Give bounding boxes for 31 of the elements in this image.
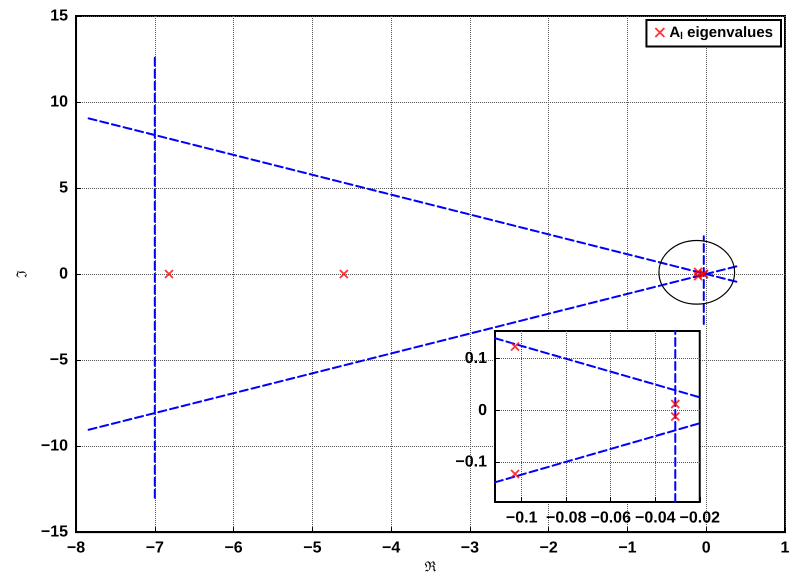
point — [510, 469, 520, 479]
y-tick-label: −5 — [50, 352, 68, 369]
x-tick-label: −0.02 — [680, 510, 720, 526]
x-tick-label: −0.06 — [590, 510, 632, 526]
x-tick-label: −6 — [224, 540, 243, 557]
y-tick-label: 0.1 — [464, 350, 488, 367]
x-tick-label: −7 — [146, 540, 164, 557]
x-tick-label: 1 — [780, 540, 790, 557]
point — [670, 412, 680, 422]
x-tick-label: −0.04 — [635, 510, 676, 526]
x-tick-label: −0.08 — [546, 510, 587, 526]
x-tick-label: −2 — [540, 540, 558, 557]
x-tick-label: 0 — [702, 540, 711, 557]
y-tick-label: 5 — [59, 180, 68, 197]
x-axis-title: ℜ — [424, 560, 437, 576]
y-tick-label: 15 — [50, 8, 68, 24]
y-tick-label: −10 — [40, 438, 68, 455]
x-tick-label: −3 — [460, 540, 480, 557]
x-tick-label: −1 — [618, 540, 637, 557]
point — [510, 342, 520, 352]
y-tick-label: 0 — [478, 402, 488, 419]
y-axis-title: ℑ — [16, 270, 30, 278]
y-tick-label: −15 — [40, 524, 68, 541]
x-tick-label: −0.1 — [506, 510, 538, 526]
y-tick-label: 10 — [50, 94, 68, 111]
y-tick-label: −0.1 — [455, 454, 488, 471]
point — [670, 399, 680, 409]
x-tick-label: −4 — [382, 540, 400, 557]
x-tick-label: −5 — [303, 540, 322, 557]
y-tick-label: 0 — [59, 266, 68, 283]
x-tick-label: −8 — [66, 540, 86, 557]
